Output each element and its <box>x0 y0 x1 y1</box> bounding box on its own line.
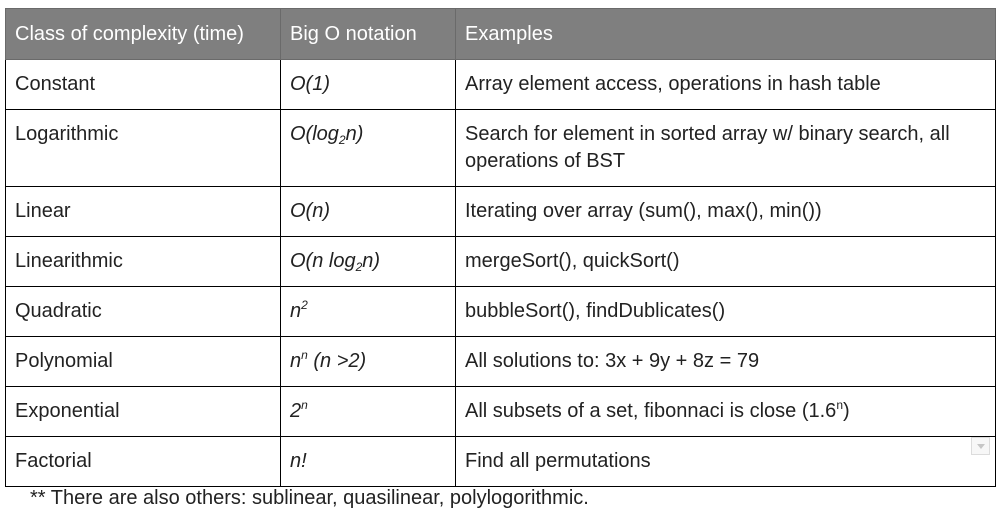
notation-subscript: 2 <box>338 133 346 147</box>
examples-cell: Array element access, operations in hash… <box>455 59 996 110</box>
notation-superscript: n <box>301 348 308 362</box>
table-row: Linear O(n) Iterating over array (sum(),… <box>5 186 996 237</box>
notation-text: O(1) <box>290 73 330 95</box>
notation-cell: nn (n >2) <box>280 336 456 387</box>
class-cell: Linearithmic <box>5 236 281 287</box>
notation-cell: n2 <box>280 286 456 337</box>
notation-text: 2 <box>290 400 302 422</box>
examples-text-end: ) <box>843 400 850 422</box>
examples-cell: Find all permutations <box>455 436 996 487</box>
notation-cell: O(n log2n) <box>280 236 456 287</box>
class-cell: Factorial <box>5 436 281 487</box>
table-row: Linearithmic O(n log2n) mergeSort(), qui… <box>5 236 996 287</box>
footnote: ** There are also others: sublinear, qua… <box>30 487 589 509</box>
table-row: Exponential 2n All subsets of a set, fib… <box>5 386 996 437</box>
notation-cell: O(log2n) <box>280 109 456 187</box>
header-examples: Examples <box>455 8 996 60</box>
notation-superscript: n <box>301 398 308 412</box>
examples-cell: Search for element in sorted array w/ bi… <box>455 109 996 187</box>
notation-text: n <box>290 300 302 322</box>
notation-text: O(n log <box>290 250 356 272</box>
notation-text: n <box>290 350 302 372</box>
table-row: Factorial n! Find all permutations <box>5 436 996 487</box>
notation-text: O(n) <box>290 200 330 222</box>
notation-text-end: n) <box>362 250 381 272</box>
header-notation: Big O notation <box>280 8 456 60</box>
examples-cell: Iterating over array (sum(), max(), min(… <box>455 186 996 237</box>
notation-subscript: 2 <box>355 260 363 274</box>
examples-cell: All subsets of a set, fibonnaci is close… <box>455 386 996 437</box>
examples-text: All subsets of a set, fibonnaci is close… <box>465 400 837 422</box>
class-cell: Exponential <box>5 386 281 437</box>
table-row: Quadratic n2 bubbleSort(), findDublicate… <box>5 286 996 337</box>
notation-superscript: 2 <box>301 298 308 312</box>
header-class: Class of complexity (time) <box>5 8 281 60</box>
notation-cell: O(n) <box>280 186 456 237</box>
table-row: Logarithmic O(log2n) Search for element … <box>5 109 996 187</box>
notation-text: O(log <box>290 123 339 145</box>
notation-text-end: n) <box>345 123 364 145</box>
examples-cell: All solutions to: 3x + 9y + 8z = 79 <box>455 336 996 387</box>
notation-cell: n! <box>280 436 456 487</box>
header-row: Class of complexity (time) Big O notatio… <box>5 8 996 60</box>
class-cell: Quadratic <box>5 286 281 337</box>
examples-cell: mergeSort(), quickSort() <box>455 236 996 287</box>
examples-superscript: n <box>836 398 843 412</box>
chevron-down-icon[interactable] <box>971 437 990 455</box>
notation-cell: 2n <box>280 386 456 437</box>
table-row: Constant O(1) Array element access, oper… <box>5 59 996 110</box>
notation-text: n! <box>290 450 307 472</box>
complexity-table: Class of complexity (time) Big O notatio… <box>5 8 996 487</box>
class-cell: Logarithmic <box>5 109 281 187</box>
class-cell: Polynomial <box>5 336 281 387</box>
examples-cell: bubbleSort(), findDublicates() <box>455 286 996 337</box>
class-cell: Linear <box>5 186 281 237</box>
class-cell: Constant <box>5 59 281 110</box>
table-row: Polynomial nn (n >2) All solutions to: 3… <box>5 336 996 387</box>
notation-cell: O(1) <box>280 59 456 110</box>
notation-text-end: (n >2) <box>307 350 367 372</box>
